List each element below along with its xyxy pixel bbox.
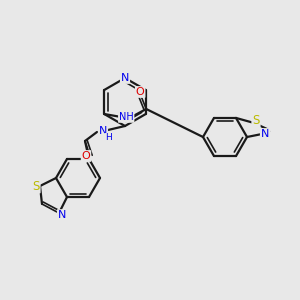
Text: N: N bbox=[58, 210, 66, 220]
Text: O: O bbox=[136, 87, 145, 97]
Text: H: H bbox=[105, 134, 111, 142]
Text: O: O bbox=[82, 151, 90, 161]
Text: NH: NH bbox=[119, 112, 134, 122]
Text: N: N bbox=[99, 126, 107, 136]
Text: S: S bbox=[32, 179, 40, 193]
Text: N: N bbox=[261, 129, 269, 139]
Text: S: S bbox=[252, 114, 260, 128]
Text: N: N bbox=[121, 73, 129, 83]
